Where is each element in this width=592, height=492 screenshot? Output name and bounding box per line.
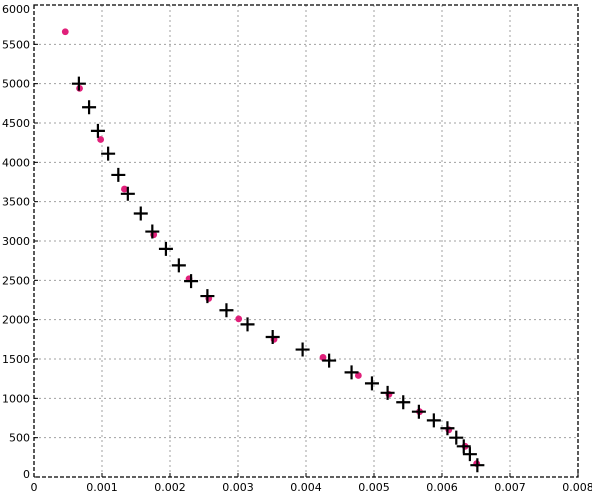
y-tick-label: 500 [9, 432, 30, 445]
y-tick-label: 6000 [2, 3, 30, 16]
data-point-plus [449, 430, 464, 445]
data-point-circle [354, 372, 362, 379]
data-point-plus [295, 342, 310, 357]
data-point-plus [344, 365, 359, 380]
data-point-plus [456, 439, 471, 454]
x-tick-label: 0.007 [494, 481, 526, 492]
x-tick-label: 0.002 [154, 481, 186, 492]
data-point-plus [322, 353, 337, 368]
data-point-plus [90, 123, 105, 138]
data-point-circle [121, 185, 128, 193]
y-tick-label: 3500 [2, 196, 30, 209]
data-point-circle [235, 315, 243, 323]
data-point-plus [171, 258, 186, 273]
x-axis-ticks: 0 0.001 0.002 0.003 0.004 0.005 0.006 0.007 0.00… [31, 473, 592, 492]
data-point-plus [440, 421, 455, 436]
data-point-plus [101, 146, 116, 161]
series-plus [71, 76, 485, 473]
grid-lines [34, 5, 578, 477]
data-point-circle [319, 354, 327, 361]
data-point-plus [158, 241, 173, 256]
data-point-plus [426, 413, 441, 428]
x-tick-label: 0.005 [358, 481, 390, 492]
y-tick-label: 3000 [2, 235, 30, 248]
y-tick-label: 1000 [2, 392, 30, 405]
data-point-plus [120, 186, 135, 201]
y-tick-label: 2500 [2, 274, 30, 287]
y-tick-label: 1500 [2, 353, 30, 366]
y-tick-label: 5500 [2, 38, 30, 51]
data-point-plus [462, 447, 477, 462]
data-point-plus [364, 376, 379, 391]
data-series [61, 28, 485, 473]
y-tick-label: 0 [23, 468, 30, 481]
data-point-plus [111, 167, 126, 182]
y-tick-label: 4500 [2, 117, 30, 130]
data-point-plus [219, 303, 234, 318]
data-point-plus [240, 317, 255, 332]
data-point-plus [470, 458, 485, 473]
data-point-plus [71, 76, 86, 91]
data-point-plus [133, 206, 148, 221]
x-tick-label: 0.006 [426, 481, 458, 492]
data-point-plus [265, 329, 280, 344]
data-point-circle [61, 28, 69, 36]
y-tick-label: 5000 [2, 78, 30, 91]
x-tick-label: 0.001 [86, 481, 118, 492]
y-tick-label: 4000 [2, 156, 30, 169]
data-point-plus [145, 224, 160, 239]
data-point-plus [82, 100, 97, 115]
data-point-plus [200, 289, 215, 304]
y-tick-label: 2000 [2, 314, 30, 327]
x-tick-label: 0 [31, 481, 38, 492]
data-point-plus [184, 274, 199, 289]
data-point-plus [396, 395, 411, 410]
x-tick-label: 0.003 [222, 481, 254, 492]
x-tick-label: 0.004 [290, 481, 322, 492]
y-axis-ticks: 0 500 1000 1500 2000 2500 3000 3500 4000 4500 5000… [2, 3, 38, 481]
x-tick-label: 0.008 [562, 481, 592, 492]
data-point-plus [411, 404, 426, 419]
data-point-plus [380, 385, 395, 400]
